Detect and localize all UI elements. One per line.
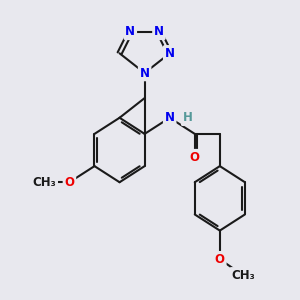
Text: O: O: [64, 176, 74, 189]
Text: O: O: [215, 253, 225, 266]
Text: O: O: [190, 151, 200, 164]
Text: N: N: [154, 25, 164, 38]
Text: CH₃: CH₃: [231, 269, 255, 282]
Text: N: N: [140, 67, 150, 80]
Text: N: N: [165, 111, 175, 124]
Text: H: H: [183, 111, 193, 124]
Text: CH₃: CH₃: [32, 176, 56, 189]
Text: N: N: [165, 47, 175, 60]
Text: N: N: [125, 25, 135, 38]
